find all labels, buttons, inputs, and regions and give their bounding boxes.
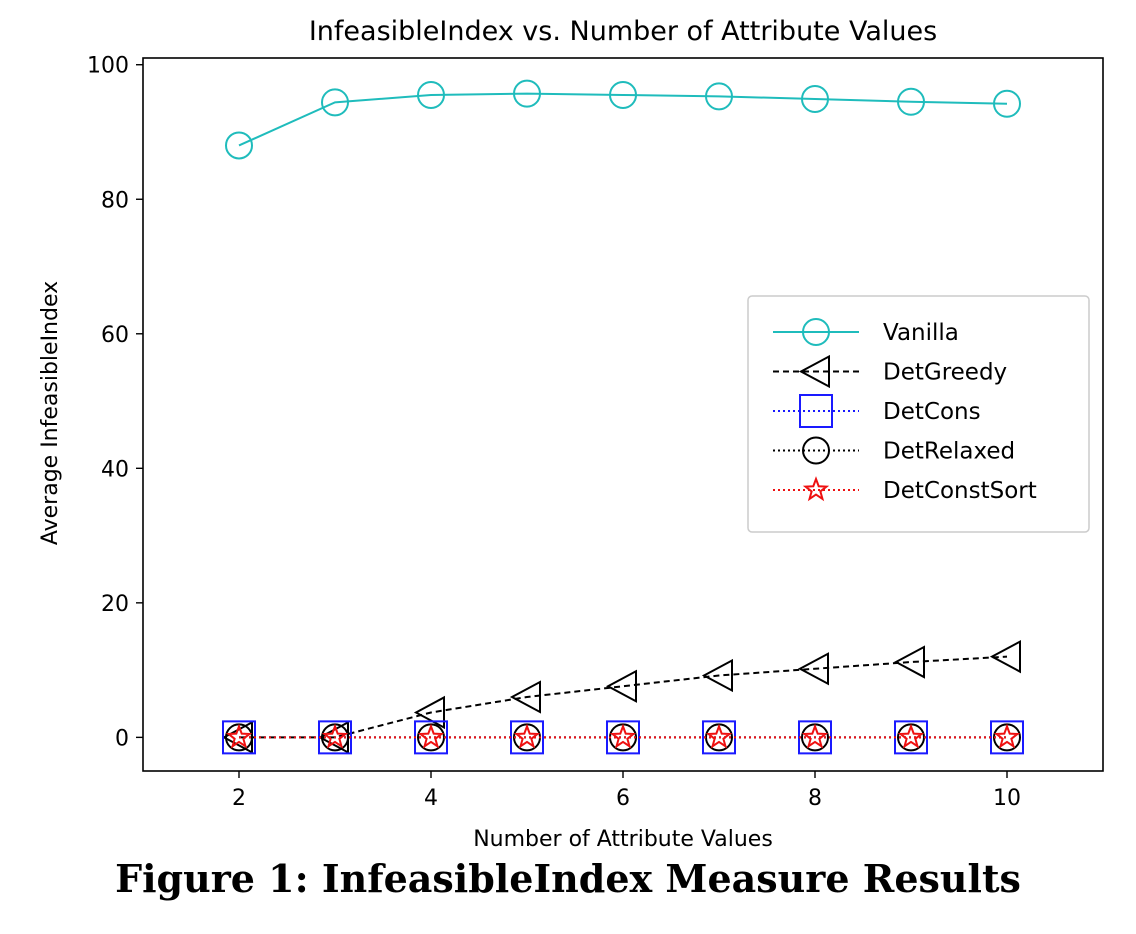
x-axis-title: Number of Attribute Values — [473, 827, 773, 850]
data-point — [801, 723, 829, 749]
x-tick-label: 8 — [808, 786, 822, 811]
data-point — [417, 80, 445, 109]
data-point — [897, 723, 925, 749]
data-point — [705, 723, 733, 749]
data-point — [897, 87, 925, 116]
data-point — [993, 89, 1021, 118]
series-vanilla — [225, 79, 1021, 160]
y-tick-label: 40 — [101, 457, 129, 482]
data-point — [605, 669, 637, 703]
y-tick-label: 80 — [101, 188, 129, 213]
data-point — [989, 639, 1021, 674]
data-point — [513, 79, 541, 108]
data-point — [705, 82, 733, 111]
chart: InfeasibleIndex vs. Number of Attribute … — [38, 16, 1104, 850]
data-point — [609, 723, 637, 749]
y-tick-label: 0 — [115, 726, 129, 751]
y-axis-title: Average InfeasibleIndex — [38, 281, 63, 545]
legend-label: Vanilla — [883, 320, 959, 346]
figure-caption: Figure 1: InfeasibleIndex Measure Result… — [115, 856, 1021, 901]
y-tick-label: 20 — [101, 592, 129, 617]
data-point — [801, 85, 829, 114]
legend-marker — [798, 354, 830, 389]
legend-marker — [802, 318, 830, 346]
x-tick-label: 10 — [993, 786, 1021, 811]
data-point — [513, 723, 541, 749]
legend: Vanilla DetGreedy DetCons DetRelaxed DetCons… — [747, 295, 1090, 533]
legend-label: DetConstSort — [883, 478, 1037, 504]
data-point — [225, 723, 253, 749]
plot-area — [221, 79, 1024, 755]
legend-item: DetCons — [773, 394, 981, 428]
series-detconstsort — [225, 723, 1021, 749]
x-tick-label: 2 — [232, 786, 246, 811]
data-point — [701, 658, 733, 693]
legend-label: DetGreedy — [883, 360, 1007, 386]
legend-label: DetCons — [883, 399, 981, 425]
legend-item: Vanilla — [773, 318, 959, 346]
y-tick-label: 100 — [87, 54, 129, 79]
legend-item: DetGreedy — [773, 354, 1007, 389]
series-line — [238, 92, 1008, 147]
legend-marker — [802, 436, 830, 465]
legend-box — [747, 295, 1090, 533]
chart-title: InfeasibleIndex vs. Number of Attribute … — [309, 16, 937, 47]
data-point — [417, 723, 445, 749]
legend-label: DetRelaxed — [883, 439, 1015, 465]
data-point — [321, 723, 349, 749]
data-point — [893, 645, 925, 679]
x-tick-label: 6 — [616, 786, 630, 811]
legend-item: DetRelaxed — [773, 436, 1015, 465]
data-point — [797, 652, 829, 686]
legend-marker — [802, 476, 830, 502]
x-tick-label: 4 — [424, 786, 438, 811]
legend-item: DetConstSort — [773, 476, 1037, 504]
data-point — [321, 88, 349, 117]
data-point — [609, 80, 637, 109]
y-tick-label: 60 — [101, 323, 129, 348]
data-point — [413, 695, 445, 730]
data-point — [225, 131, 253, 160]
data-point — [509, 680, 541, 714]
legend-marker — [799, 394, 833, 428]
data-point — [993, 723, 1021, 749]
